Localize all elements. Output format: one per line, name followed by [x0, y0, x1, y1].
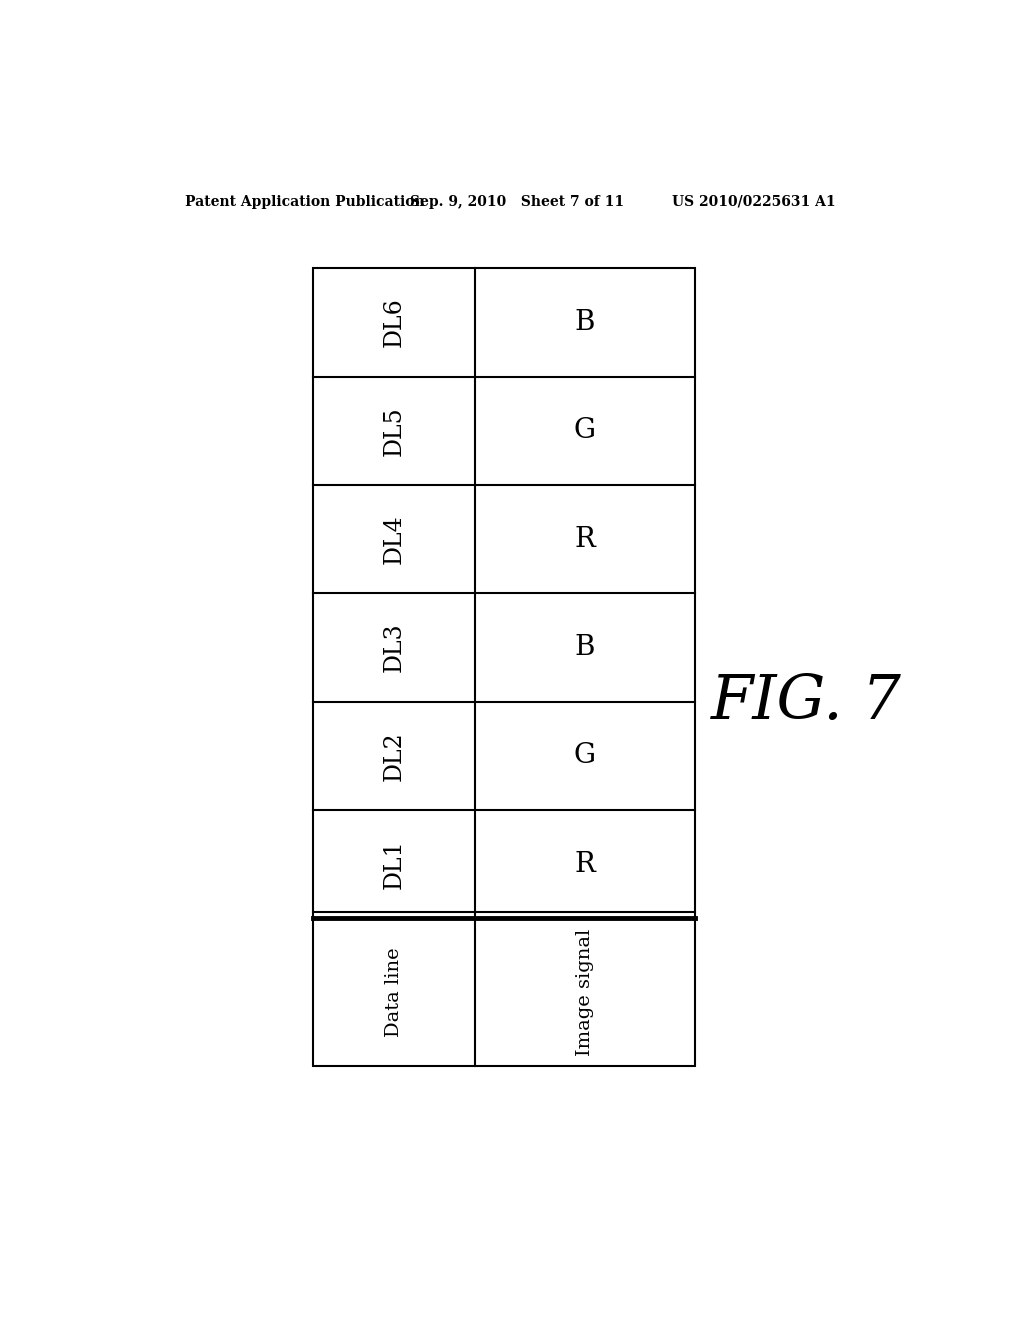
Text: Data line: Data line	[385, 948, 403, 1038]
Text: G: G	[573, 742, 596, 770]
Text: B: B	[574, 309, 595, 335]
Text: Patent Application Publication: Patent Application Publication	[185, 195, 425, 209]
Text: B: B	[574, 634, 595, 661]
Text: Sep. 9, 2010   Sheet 7 of 11: Sep. 9, 2010 Sheet 7 of 11	[410, 195, 624, 209]
Text: DL2: DL2	[383, 731, 406, 780]
Bar	[313, 268, 694, 1067]
Text: R: R	[574, 851, 595, 878]
Text: R: R	[574, 525, 595, 553]
Text: DL6: DL6	[383, 297, 406, 347]
Text: DL1: DL1	[383, 840, 406, 890]
Text: Image signal: Image signal	[575, 928, 594, 1056]
Text: DL3: DL3	[383, 623, 406, 672]
Text: DL5: DL5	[383, 407, 406, 455]
Text: G: G	[573, 417, 596, 445]
Text: US 2010/0225631 A1: US 2010/0225631 A1	[672, 195, 836, 209]
Text: DL4: DL4	[383, 515, 406, 564]
Bar	[313, 268, 694, 1067]
Text: FIG. 7: FIG. 7	[712, 672, 902, 733]
